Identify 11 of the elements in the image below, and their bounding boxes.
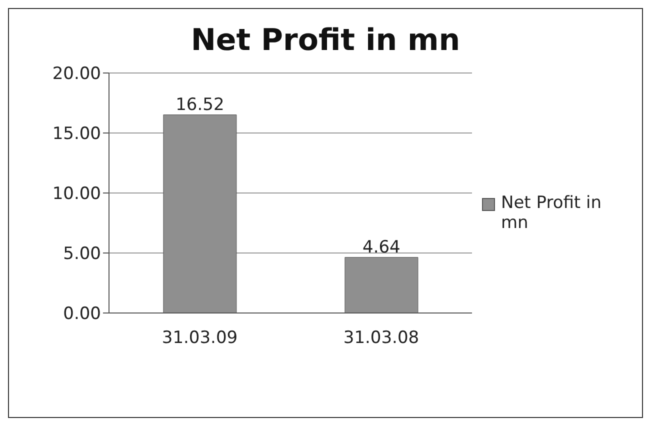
y-tick-label: 15.00 bbox=[52, 124, 101, 144]
x-tick-label: 31.03.08 bbox=[343, 328, 420, 348]
y-tick-label: 0.00 bbox=[63, 304, 101, 324]
y-tick-label: 10.00 bbox=[52, 184, 101, 204]
y-tick-label: 20.00 bbox=[52, 64, 101, 84]
x-tick-label: 31.03.09 bbox=[162, 328, 238, 348]
y-tick-label: 5.00 bbox=[63, 244, 101, 264]
chart-title: Net Profit in mn bbox=[190, 23, 462, 60]
data-label: 16.52 bbox=[176, 94, 224, 115]
data-label: 4.64 bbox=[362, 237, 400, 258]
legend-label: Net Profit in mn bbox=[501, 193, 602, 233]
